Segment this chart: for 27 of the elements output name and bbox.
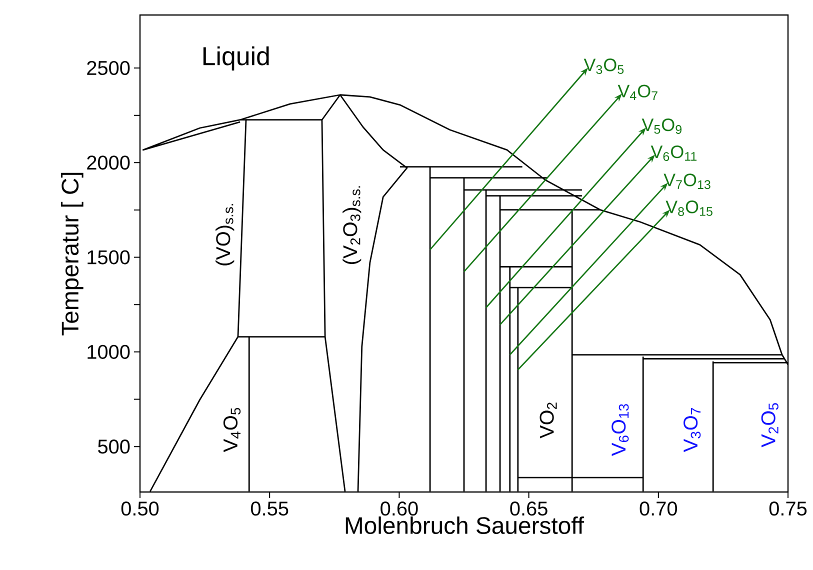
annotation: (V$_{2}$O$_{3}$)$_{s.s.}$	[342, 186, 362, 264]
x-tick-label: 0.70	[640, 502, 678, 516]
annotation: Liquid	[203, 46, 269, 70]
annotation: (VO)$_{s.s.}$	[216, 204, 234, 266]
y-tick-label: 1500	[88, 250, 130, 264]
annotation: V$_{5}$O$_{9}$	[642, 118, 682, 134]
annotation: V$_{2}$O$_{5}$	[761, 403, 778, 448]
x-tick-label: 0.65	[510, 502, 548, 516]
x-tick-label: 0.60	[380, 502, 418, 516]
x-tick-label: 0.55	[250, 502, 288, 516]
y-tick-label: 500	[98, 440, 130, 454]
annotation: V$_{4}$O$_{7}$	[618, 84, 658, 100]
annotation: VO$_{2}$	[540, 402, 557, 438]
annotation: V$_{7}$O$_{13}$	[664, 174, 710, 190]
x-tick-label: 0.75	[769, 502, 807, 516]
annotation: V$_{3}$O$_{7}$	[684, 408, 701, 452]
annotation: V$_{6}$O$_{13}$	[612, 404, 629, 456]
annotation: V$_{3}$O$_{5}$	[584, 58, 624, 74]
annotation: V$_{4}$O$_{5}$	[223, 408, 241, 452]
annotation: V$_{6}$O$_{11}$	[650, 145, 697, 161]
x-axis-title: Molenbruch Sauerstoff	[346, 516, 584, 534]
y-axis-title: Temperatur [ C]	[61, 172, 84, 336]
y-tick-label: 1000	[88, 344, 130, 359]
x-tick-label: 0.50	[121, 502, 159, 516]
annotation: V$_{8}$O$_{15}$	[666, 200, 712, 216]
y-tick-label: 2500	[87, 60, 130, 76]
y-tick-label: 2000	[87, 156, 130, 170]
